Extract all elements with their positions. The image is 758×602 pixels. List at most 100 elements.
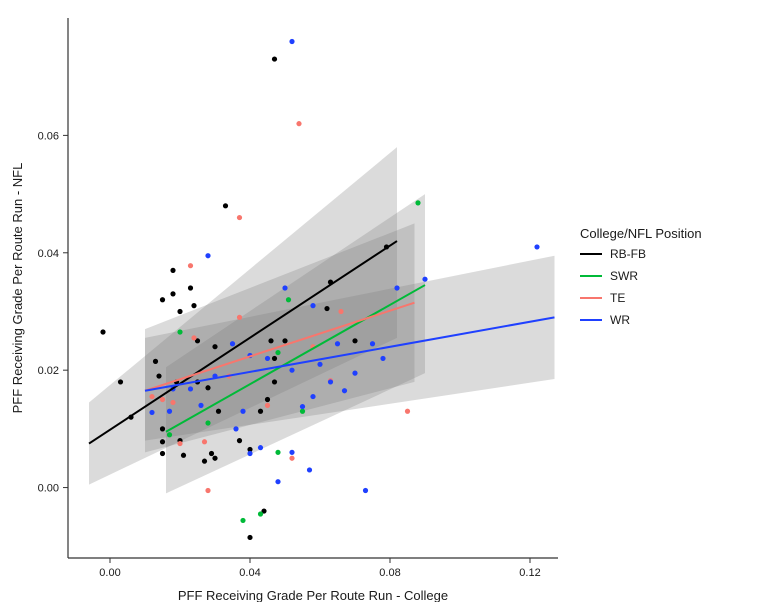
- point-RB-FB: [272, 356, 277, 361]
- point-RB-FB: [191, 303, 196, 308]
- point-SWR: [258, 511, 263, 516]
- point-WR: [205, 253, 210, 258]
- point-RB-FB: [352, 338, 357, 343]
- point-RB-FB: [216, 409, 221, 414]
- point-TE: [237, 315, 242, 320]
- point-TE: [149, 394, 154, 399]
- point-RB-FB: [237, 438, 242, 443]
- point-RB-FB: [282, 338, 287, 343]
- point-RB-FB: [153, 359, 158, 364]
- legend-label-RB-FB: RB-FB: [610, 247, 646, 261]
- point-RB-FB: [202, 459, 207, 464]
- point-RB-FB: [247, 535, 252, 540]
- point-RB-FB: [156, 373, 161, 378]
- point-RB-FB: [170, 268, 175, 273]
- point-WR: [275, 479, 280, 484]
- point-WR: [167, 409, 172, 414]
- point-RB-FB: [223, 203, 228, 208]
- point-WR: [233, 426, 238, 431]
- point-SWR: [240, 518, 245, 523]
- scatter-chart: 0.000.040.080.120.000.020.040.06PFF Rece…: [0, 0, 758, 602]
- point-WR: [149, 410, 154, 415]
- point-WR: [317, 362, 322, 367]
- point-WR: [282, 285, 287, 290]
- point-RB-FB: [265, 397, 270, 402]
- point-WR: [370, 341, 375, 346]
- point-TE: [405, 409, 410, 414]
- legend-label-TE: TE: [610, 291, 625, 305]
- point-WR: [310, 394, 315, 399]
- point-WR: [300, 404, 305, 409]
- point-WR: [289, 450, 294, 455]
- point-RB-FB: [100, 329, 105, 334]
- point-TE: [202, 439, 207, 444]
- point-WR: [335, 341, 340, 346]
- point-TE: [338, 309, 343, 314]
- point-RB-FB: [212, 344, 217, 349]
- legend-label-SWR: SWR: [610, 269, 638, 283]
- point-RB-FB: [118, 379, 123, 384]
- point-WR: [352, 371, 357, 376]
- point-RB-FB: [324, 306, 329, 311]
- point-RB-FB: [160, 439, 165, 444]
- point-TE: [265, 403, 270, 408]
- point-WR: [380, 356, 385, 361]
- point-RB-FB: [209, 451, 214, 456]
- point-RB-FB: [160, 451, 165, 456]
- point-RB-FB: [160, 426, 165, 431]
- point-WR: [342, 388, 347, 393]
- x-tick-label: 0.08: [379, 567, 400, 579]
- point-TE: [237, 215, 242, 220]
- point-SWR: [205, 420, 210, 425]
- point-TE: [177, 441, 182, 446]
- point-TE: [160, 397, 165, 402]
- point-WR: [289, 39, 294, 44]
- x-tick-label: 0.12: [519, 567, 540, 579]
- point-WR: [188, 386, 193, 391]
- point-WR: [422, 277, 427, 282]
- point-WR: [307, 467, 312, 472]
- y-axis-label: PFF Receiving Grade Per Route Run - NFL: [10, 163, 25, 414]
- y-tick-label: 0.04: [38, 248, 59, 260]
- point-WR: [328, 379, 333, 384]
- point-RB-FB: [188, 285, 193, 290]
- point-WR: [265, 356, 270, 361]
- point-SWR: [177, 329, 182, 334]
- point-RB-FB: [177, 309, 182, 314]
- point-WR: [240, 409, 245, 414]
- point-WR: [363, 488, 368, 493]
- point-WR: [230, 341, 235, 346]
- legend-title: College/NFL Position: [580, 226, 702, 241]
- point-SWR: [275, 450, 280, 455]
- point-TE: [188, 263, 193, 268]
- point-RB-FB: [272, 379, 277, 384]
- point-WR: [198, 403, 203, 408]
- point-RB-FB: [205, 385, 210, 390]
- point-SWR: [167, 432, 172, 437]
- point-WR: [289, 368, 294, 373]
- point-RB-FB: [272, 56, 277, 61]
- point-TE: [289, 456, 294, 461]
- point-RB-FB: [170, 291, 175, 296]
- point-TE: [191, 335, 196, 340]
- legend-label-WR: WR: [610, 313, 630, 327]
- point-TE: [296, 121, 301, 126]
- point-SWR: [300, 409, 305, 414]
- x-axis-label: PFF Receiving Grade Per Route Run - Coll…: [178, 588, 448, 602]
- point-SWR: [415, 200, 420, 205]
- y-tick-label: 0.06: [38, 130, 59, 142]
- y-tick-label: 0.00: [38, 483, 59, 495]
- point-RB-FB: [160, 297, 165, 302]
- point-WR: [394, 285, 399, 290]
- y-tick-label: 0.02: [38, 365, 59, 377]
- point-TE: [170, 400, 175, 405]
- x-tick-label: 0.00: [99, 567, 120, 579]
- point-WR: [258, 445, 263, 450]
- point-SWR: [286, 297, 291, 302]
- point-RB-FB: [268, 338, 273, 343]
- point-RB-FB: [212, 456, 217, 461]
- point-WR: [534, 244, 539, 249]
- point-RB-FB: [258, 409, 263, 414]
- point-TE: [205, 488, 210, 493]
- point-WR: [310, 303, 315, 308]
